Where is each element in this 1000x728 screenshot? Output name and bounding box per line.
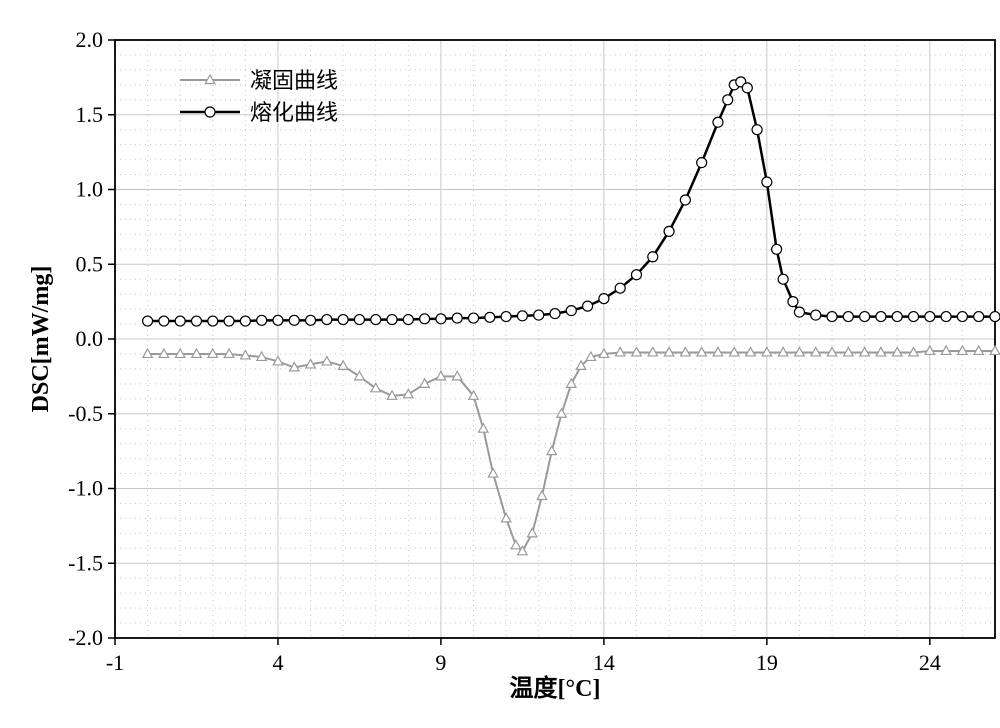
series-marker xyxy=(289,315,299,325)
series-marker xyxy=(240,316,250,326)
series-marker xyxy=(876,312,886,322)
series-marker xyxy=(257,315,267,325)
series-marker xyxy=(191,316,201,326)
series-marker xyxy=(371,315,381,325)
series-marker xyxy=(827,312,837,322)
series-marker xyxy=(860,312,870,322)
series-marker xyxy=(957,312,967,322)
series-marker xyxy=(273,315,283,325)
series-marker xyxy=(752,125,762,135)
y-tick-label: 0.5 xyxy=(76,251,104,276)
series-marker xyxy=(485,312,495,322)
series-marker xyxy=(469,313,479,323)
x-tick-label: 4 xyxy=(272,650,283,675)
y-tick-label: -1.5 xyxy=(68,550,103,575)
series-marker xyxy=(583,301,593,311)
series-marker xyxy=(925,312,935,322)
x-tick-label: 19 xyxy=(756,650,778,675)
series-marker xyxy=(143,316,153,326)
series-marker xyxy=(892,312,902,322)
x-tick-label: 14 xyxy=(593,650,615,675)
series-marker xyxy=(306,315,316,325)
y-tick-label: -2.0 xyxy=(68,625,103,650)
legend-label: 熔化曲线 xyxy=(250,100,338,125)
series-marker xyxy=(599,294,609,304)
x-tick-label: 9 xyxy=(435,650,446,675)
series-marker xyxy=(224,316,234,326)
x-tick-label: 24 xyxy=(919,650,941,675)
series-marker xyxy=(713,117,723,127)
y-tick-label: 2.0 xyxy=(76,27,104,52)
x-axis-title: 温度[°C] xyxy=(510,674,601,702)
series-marker xyxy=(631,270,641,280)
y-tick-label: 1.0 xyxy=(76,177,104,202)
series-marker xyxy=(778,274,788,284)
series-marker xyxy=(517,311,527,321)
series-marker xyxy=(723,95,733,105)
series-marker xyxy=(501,312,511,322)
series-marker xyxy=(566,306,576,316)
y-axis-title: DSC[mW/mg] xyxy=(28,266,54,413)
series-marker xyxy=(680,195,690,205)
series-marker xyxy=(322,315,332,325)
series-marker xyxy=(436,314,446,324)
series-marker xyxy=(664,226,674,236)
series-marker xyxy=(909,312,919,322)
series-marker xyxy=(338,315,348,325)
series-marker xyxy=(990,312,1000,322)
series-marker xyxy=(843,312,853,322)
series-marker xyxy=(534,310,544,320)
y-tick-label: 0.0 xyxy=(76,326,104,351)
series-marker xyxy=(794,307,804,317)
series-marker xyxy=(941,312,951,322)
series-marker xyxy=(420,314,430,324)
series-marker xyxy=(811,310,821,320)
series-marker xyxy=(772,244,782,254)
series-marker xyxy=(354,315,364,325)
series-marker xyxy=(403,315,413,325)
series-marker xyxy=(697,158,707,168)
series-marker xyxy=(387,315,397,325)
x-tick-label: -1 xyxy=(106,650,124,675)
series-marker xyxy=(762,177,772,187)
series-marker xyxy=(175,316,185,326)
series-marker xyxy=(648,252,658,262)
legend-label: 凝固曲线 xyxy=(250,68,338,93)
dsc-chart: -1 4 9 14 19 24 -2.0 -1.5 -1.0 -0.5 0.0 0.5 1.0 1.5 2.… xyxy=(20,20,1000,708)
series-marker xyxy=(742,83,752,93)
y-tick-label: 1.5 xyxy=(76,102,104,127)
series-marker xyxy=(452,313,462,323)
series-marker xyxy=(788,297,798,307)
chart-svg: -1 4 9 14 19 24 -2.0 -1.5 -1.0 -0.5 0.0 0.5 1.0 1.5 2.… xyxy=(20,20,1000,708)
y-tick-label: -1.0 xyxy=(68,476,103,501)
y-tick-label: -0.5 xyxy=(68,401,103,426)
series-marker xyxy=(159,316,169,326)
series-marker xyxy=(550,309,560,319)
series-marker xyxy=(974,312,984,322)
series-marker xyxy=(615,283,625,293)
series-marker xyxy=(208,316,218,326)
